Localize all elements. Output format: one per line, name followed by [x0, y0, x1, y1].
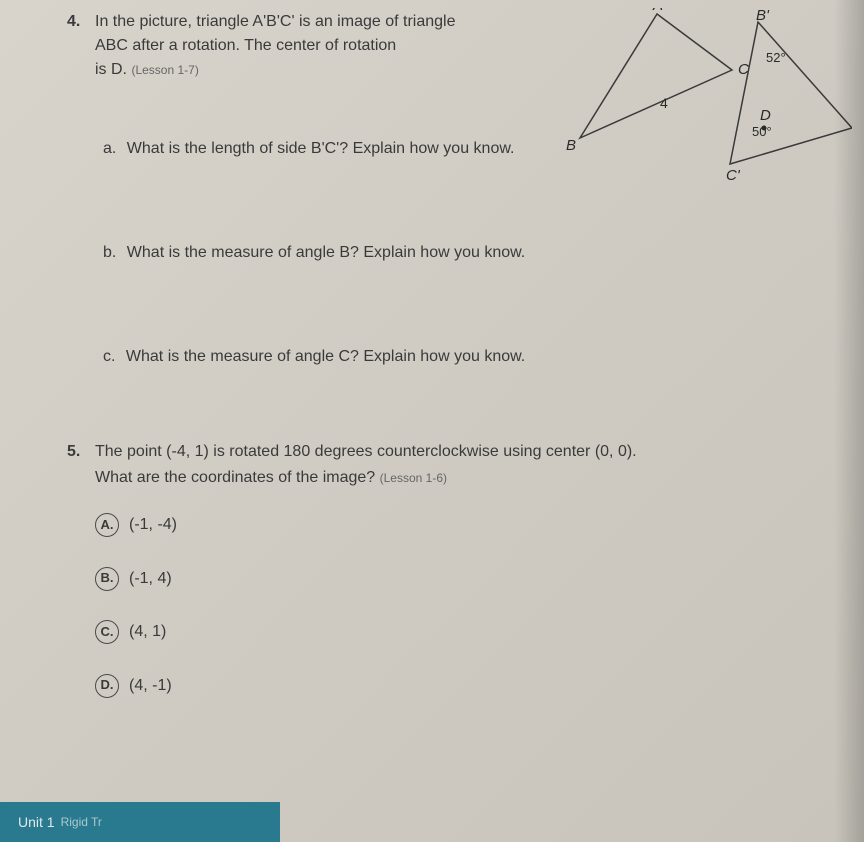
choice-letter-D: D. — [95, 674, 119, 698]
choice-letter-A: A. — [95, 513, 119, 537]
question-4c: c. What is the measure of angle C? Expla… — [103, 345, 824, 369]
problem-5: 5. The point (-4, 1) is rotated 180 degr… — [95, 439, 824, 699]
svg-text:50°: 50° — [752, 124, 772, 139]
svg-text:B: B — [566, 137, 576, 154]
choice-C-text: (4, 1) — [129, 619, 166, 645]
problem-4-header: 4. In the picture, triangle A'B'C' is an… — [95, 10, 535, 82]
svg-text:D: D — [760, 107, 771, 124]
problem-5-number: 5. — [67, 439, 80, 465]
triangle-diagrams-svg: A B C 4 D B' A' C' 52° 50° — [542, 8, 852, 188]
q4c-letter: c. — [103, 348, 115, 365]
choice-A[interactable]: A. (-1, -4) — [95, 512, 824, 538]
choice-B[interactable]: B. (-1, 4) — [95, 566, 824, 592]
problem-4-line1: In the picture, triangle A'B'C' is an im… — [95, 13, 455, 30]
q4a-text: What is the length of side B'C'? Explain… — [127, 140, 515, 157]
choice-B-text: (-1, 4) — [129, 566, 172, 592]
problem-5-line1: The point (-4, 1) is rotated 180 degrees… — [95, 443, 637, 460]
choice-C[interactable]: C. (4, 1) — [95, 619, 824, 645]
question-4b: b. What is the measure of angle B? Expla… — [103, 241, 824, 265]
choice-A-text: (-1, -4) — [129, 512, 177, 538]
footer-text: Unit 1 — [18, 814, 55, 830]
svg-text:C': C' — [726, 167, 741, 184]
problem-4-number: 4. — [67, 10, 80, 34]
svg-text:52°: 52° — [766, 50, 786, 65]
choice-letter-B: B. — [95, 567, 119, 591]
lesson-ref-5: (Lesson 1-6) — [380, 471, 447, 485]
problem-5-line2: What are the coordinates of the image? (… — [95, 469, 447, 486]
problem-4-line3: is D. (Lesson 1-7) — [95, 61, 199, 78]
diagrams-container: A B C 4 D B' A' C' 52° 50° — [542, 8, 852, 188]
q4a-letter: a. — [103, 140, 116, 157]
choice-D-text: (4, -1) — [129, 673, 172, 699]
footer-bar: Unit 1 Rigid Tr — [0, 802, 280, 842]
q4c-text: What is the measure of angle C? Explain … — [126, 348, 525, 365]
svg-text:A: A — [652, 8, 663, 14]
problem-4-line2: ABC after a rotation. The center of rota… — [95, 37, 396, 54]
footer-subtext: Rigid Tr — [61, 815, 102, 829]
lesson-ref-4: (Lesson 1-7) — [131, 63, 198, 77]
q4b-text: What is the measure of angle B? Explain … — [127, 244, 525, 261]
choice-D[interactable]: D. (4, -1) — [95, 673, 824, 699]
svg-text:B': B' — [756, 8, 770, 24]
choice-letter-C: C. — [95, 620, 119, 644]
svg-text:4: 4 — [660, 95, 668, 111]
page-shadow — [834, 0, 864, 842]
q4b-letter: b. — [103, 244, 116, 261]
